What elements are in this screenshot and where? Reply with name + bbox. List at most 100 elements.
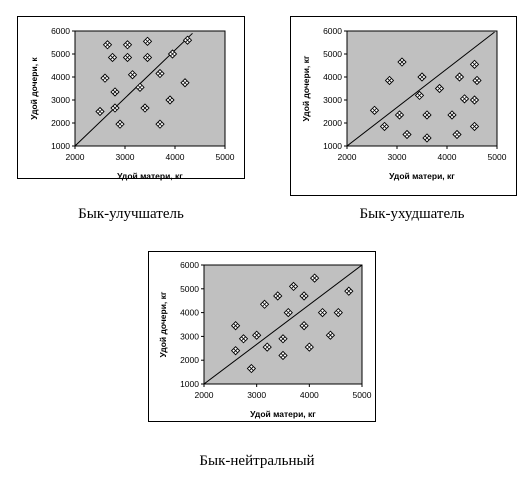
data-point-cross [382, 124, 387, 129]
data-point [384, 75, 395, 86]
data-point [262, 342, 272, 352]
data-point [447, 110, 457, 120]
data-point [110, 87, 120, 97]
data-point [417, 72, 427, 82]
data-point [182, 35, 193, 45]
data-point-cross [157, 71, 163, 76]
data-point [317, 307, 328, 318]
data-point-cross [328, 332, 333, 338]
data-point-cross [312, 275, 317, 281]
data-point [246, 363, 257, 374]
data-point-cross [142, 105, 148, 111]
y-tick-label: 5000 [51, 49, 70, 59]
data-point [127, 70, 138, 80]
y-tick-label: 2000 [180, 355, 199, 365]
data-point [122, 40, 133, 50]
data-point-cross [112, 105, 118, 111]
data-point [230, 346, 241, 356]
data-point-cross [275, 293, 281, 299]
data-point-cross [472, 97, 477, 103]
data-point [422, 110, 432, 120]
data-point-cross [462, 96, 467, 102]
chart-caption: Бык-нейтральный [199, 453, 314, 469]
y-tick-label: 6000 [51, 26, 70, 36]
data-point-cross [241, 336, 246, 342]
data-point-cross [262, 301, 267, 307]
data-point-cross [97, 109, 103, 114]
data-point-cross [404, 132, 410, 137]
x-tick-label: 5000 [488, 152, 507, 162]
y-axis-label: Удой дочери, кг [301, 55, 311, 121]
data-point [369, 105, 380, 115]
x-tick-label: 4000 [300, 390, 319, 400]
x-tick-label: 2000 [66, 152, 85, 162]
data-point [180, 78, 190, 88]
data-point [344, 286, 354, 296]
data-point [325, 330, 336, 340]
data-point-cross [233, 323, 238, 328]
data-point [259, 299, 270, 309]
x-tick-label: 5000 [216, 152, 235, 162]
x-tick-label: 3000 [116, 152, 135, 162]
data-point-cross [474, 78, 480, 83]
data-point [472, 75, 482, 86]
data-point-cross [170, 51, 175, 57]
data-point-cross [125, 55, 130, 60]
data-point [122, 52, 133, 63]
y-tick-label: 6000 [180, 260, 199, 270]
data-point-cross [182, 80, 188, 86]
data-point [155, 68, 165, 79]
data-point [273, 291, 283, 301]
data-point-cross [112, 89, 118, 95]
data-point-cross [117, 121, 123, 127]
data-point [165, 95, 175, 105]
data-point-cross [130, 72, 135, 77]
chart-caption: Бык-улучшатель [78, 206, 184, 222]
data-point-cross [320, 310, 325, 315]
data-point-cross [167, 97, 173, 103]
y-tick-label: 1000 [323, 141, 342, 151]
data-point-cross [472, 62, 477, 67]
y-tick-label: 1000 [51, 141, 70, 151]
data-point-cross [110, 55, 115, 60]
data-point-cross [264, 344, 270, 350]
data-point [278, 350, 288, 361]
data-point [422, 133, 432, 143]
data-point [397, 57, 407, 67]
y-tick-label: 3000 [323, 95, 342, 105]
x-axis-label: Удой матери, кг [389, 171, 455, 181]
y-tick-label: 3000 [51, 95, 70, 105]
data-point [238, 334, 249, 344]
data-point-cross [145, 39, 150, 44]
data-point-cross [291, 284, 296, 289]
data-point [454, 72, 465, 82]
y-tick-label: 3000 [180, 331, 199, 341]
data-point-cross [437, 86, 442, 91]
reference-line [204, 265, 362, 384]
data-point [469, 121, 480, 132]
data-point-cross [157, 121, 163, 127]
y-tick-label: 4000 [180, 308, 199, 318]
data-point [333, 307, 343, 318]
data-point [283, 307, 293, 318]
data-point [140, 103, 150, 113]
data-point [107, 52, 118, 63]
data-point-cross [399, 59, 405, 65]
data-point-cross [285, 310, 291, 315]
data-point-cross [454, 132, 460, 137]
data-point [100, 73, 110, 83]
y-tick-label: 5000 [180, 284, 199, 294]
data-point [379, 121, 390, 132]
data-point [252, 330, 262, 340]
data-point-cross [424, 135, 430, 141]
data-point-cross [137, 85, 143, 90]
data-point [135, 82, 145, 92]
data-point-cross [233, 348, 238, 353]
data-point-cross [419, 74, 425, 80]
data-point-cross [449, 112, 455, 118]
x-tick-label: 3000 [388, 152, 407, 162]
data-point-cross [372, 108, 377, 113]
